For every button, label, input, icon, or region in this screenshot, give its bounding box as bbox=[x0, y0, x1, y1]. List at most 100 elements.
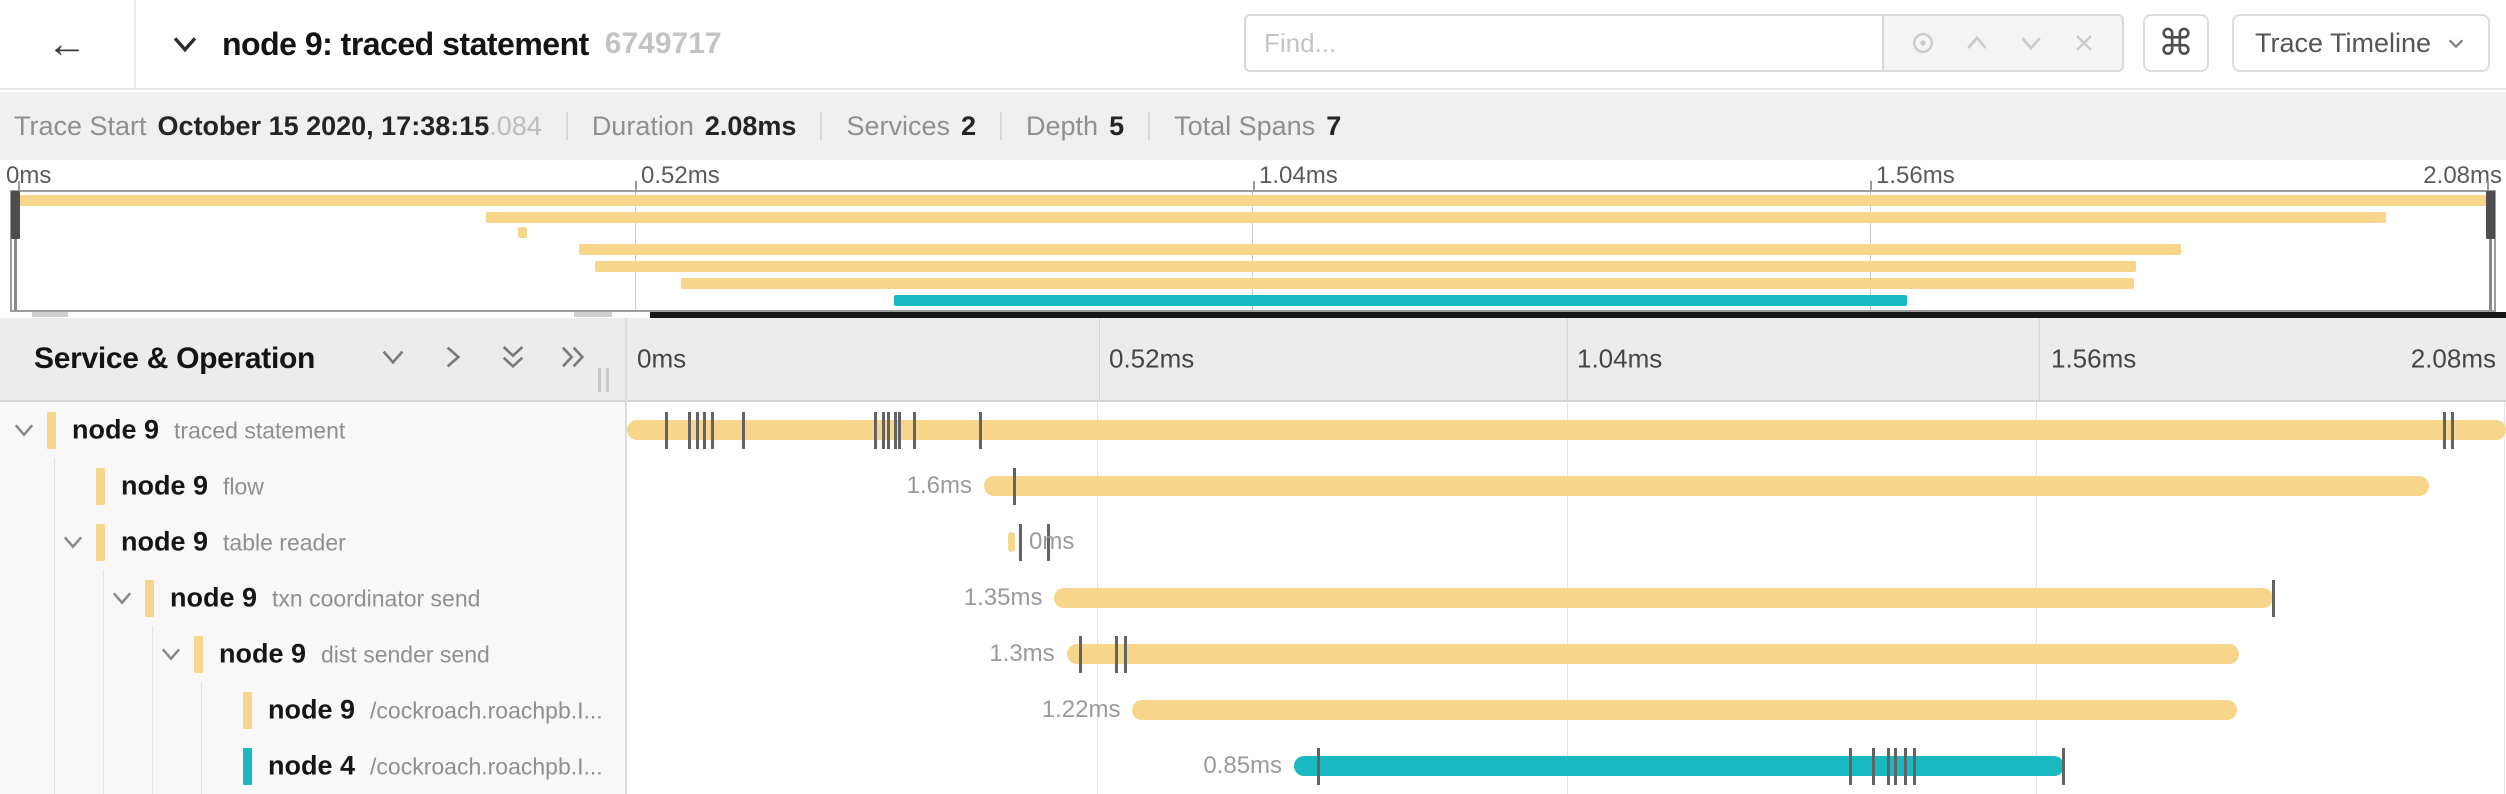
span-log-tick[interactable] bbox=[1013, 468, 1017, 505]
stat-label: Trace Start bbox=[14, 110, 147, 141]
span-log-tick[interactable] bbox=[1018, 524, 1022, 561]
span-log-tick[interactable] bbox=[1903, 748, 1907, 785]
span-row[interactable]: node 9 flow 1.6ms bbox=[0, 458, 2506, 514]
span-bar-cell[interactable] bbox=[627, 402, 2506, 458]
span-log-tick[interactable] bbox=[1317, 748, 1321, 785]
span-log-tick[interactable] bbox=[1046, 524, 1050, 561]
span-log-tick[interactable] bbox=[2272, 580, 2275, 617]
minimap-span-bar[interactable] bbox=[578, 244, 2181, 255]
span-bar-cell[interactable]: 1.22ms bbox=[627, 682, 2506, 738]
minimap-span-bar[interactable] bbox=[17, 195, 2487, 206]
span-log-tick[interactable] bbox=[1114, 636, 1118, 673]
next-match-chevron-down-icon[interactable] bbox=[2016, 28, 2046, 58]
collapse-all-button[interactable] bbox=[557, 341, 589, 378]
chevron-down-icon bbox=[2445, 32, 2467, 54]
axis-tick-mark bbox=[635, 181, 637, 190]
span-tree-chevron-down-icon[interactable] bbox=[59, 528, 87, 556]
span-bar[interactable] bbox=[1054, 588, 2273, 608]
minimap-span-bar[interactable] bbox=[486, 212, 2386, 223]
span-row[interactable]: node 9 dist sender send 1.3ms bbox=[0, 626, 2506, 682]
span-row[interactable]: node 4/cockroach.roachpb.I... 0.85ms bbox=[0, 738, 2506, 794]
span-log-tick[interactable] bbox=[1123, 636, 1127, 673]
expand-one-button[interactable] bbox=[377, 341, 409, 378]
ruler-gridline bbox=[1099, 318, 1100, 400]
span-name-cell[interactable]: node 9 traced statement bbox=[0, 402, 625, 458]
service-color-chip bbox=[96, 524, 105, 561]
minimap-span-bar[interactable] bbox=[893, 295, 1907, 306]
span-log-tick[interactable] bbox=[1886, 748, 1890, 785]
span-bar-cell[interactable]: 1.3ms bbox=[627, 626, 2506, 682]
span-bar-cell[interactable]: 0.85ms bbox=[627, 738, 2506, 794]
span-bar[interactable] bbox=[627, 420, 2506, 440]
span-log-tick[interactable] bbox=[887, 412, 891, 449]
span-log-tick[interactable] bbox=[2061, 748, 2065, 785]
span-name-cell[interactable]: node 9 flow bbox=[0, 458, 625, 514]
column-header-title: Service & Operation bbox=[34, 342, 316, 375]
column-resizer-grip[interactable] bbox=[598, 368, 609, 392]
span-bar-cell[interactable]: 1.35ms bbox=[627, 570, 2506, 626]
span-log-tick[interactable] bbox=[874, 412, 878, 449]
ruler-gridline bbox=[1567, 318, 1568, 400]
span-bar-cell[interactable]: 0ms bbox=[627, 514, 2506, 570]
span-log-tick[interactable] bbox=[2450, 412, 2454, 449]
minimap-span-bar[interactable] bbox=[518, 227, 528, 238]
locate-icon[interactable] bbox=[1908, 28, 1938, 58]
span-tree-chevron-down-icon[interactable] bbox=[10, 416, 38, 444]
span-row[interactable]: node 9/cockroach.roachpb.I... 1.22ms bbox=[0, 682, 2506, 738]
stat-separator bbox=[820, 112, 823, 140]
span-log-tick[interactable] bbox=[2442, 412, 2446, 449]
span-log-tick[interactable] bbox=[703, 412, 707, 449]
trace-id: 6749717 bbox=[604, 27, 722, 60]
span-log-tick[interactable] bbox=[913, 412, 917, 449]
double-chevron-down-icon bbox=[497, 341, 529, 378]
span-row[interactable]: node 9 txn coordinator send 1.35ms bbox=[0, 570, 2506, 626]
span-name-cell[interactable]: node 9 txn coordinator send bbox=[0, 570, 625, 626]
span-bar[interactable] bbox=[1132, 700, 2238, 720]
span-bar[interactable] bbox=[984, 476, 2429, 496]
view-selector-button[interactable]: Trace Timeline bbox=[2232, 14, 2490, 72]
minimap-canvas[interactable] bbox=[17, 192, 2487, 310]
span-log-tick[interactable] bbox=[710, 412, 714, 449]
span-log-tick[interactable] bbox=[665, 412, 669, 449]
prev-match-chevron-up-icon[interactable] bbox=[1962, 28, 1992, 58]
span-log-tick[interactable] bbox=[1913, 748, 1917, 785]
span-tree-chevron-down-icon[interactable] bbox=[157, 640, 185, 668]
span-log-tick[interactable] bbox=[893, 412, 897, 449]
operation-name: traced statement bbox=[174, 417, 346, 444]
span-name-cell[interactable]: node 9/cockroach.roachpb.I... bbox=[0, 682, 625, 738]
span-log-tick[interactable] bbox=[1078, 636, 1082, 673]
title-collapse-chevron-down-icon[interactable] bbox=[168, 27, 202, 61]
expand-all-button[interactable] bbox=[497, 341, 529, 378]
span-name-cell[interactable]: node 4/cockroach.roachpb.I... bbox=[0, 738, 625, 794]
span-name-cell[interactable]: node 9 dist sender send bbox=[0, 626, 625, 682]
minimap-span-bar[interactable] bbox=[594, 261, 2137, 272]
find-input[interactable] bbox=[1244, 14, 1882, 72]
span-log-tick[interactable] bbox=[898, 412, 902, 449]
viewport-scrubber-left[interactable] bbox=[11, 191, 20, 310]
clear-search-icon[interactable] bbox=[2070, 29, 2098, 57]
span-log-tick[interactable] bbox=[979, 412, 983, 449]
span-log-tick[interactable] bbox=[742, 412, 746, 449]
span-name-cell[interactable]: node 9 table reader bbox=[0, 514, 625, 570]
span-log-tick[interactable] bbox=[881, 412, 885, 449]
span-log-tick[interactable] bbox=[1871, 748, 1875, 785]
span-log-tick[interactable] bbox=[1894, 748, 1898, 785]
collapse-one-button[interactable] bbox=[437, 341, 469, 378]
span-log-tick[interactable] bbox=[688, 412, 691, 449]
keyboard-shortcuts-button[interactable]: ⌘ bbox=[2143, 14, 2209, 72]
span-bar[interactable] bbox=[1294, 756, 2065, 776]
span-log-tick[interactable] bbox=[695, 412, 699, 449]
column-divider[interactable] bbox=[625, 318, 627, 794]
viewport-scrubber-right[interactable] bbox=[2486, 191, 2495, 310]
span-bar[interactable] bbox=[1008, 532, 1015, 552]
stat-value: 2 bbox=[960, 110, 977, 141]
span-bar-cell[interactable]: 1.6ms bbox=[627, 458, 2506, 514]
span-row[interactable]: node 9 traced statement bbox=[0, 402, 2506, 458]
span-tree-chevron-down-icon[interactable] bbox=[108, 584, 136, 612]
span-row[interactable]: node 9 table reader 0ms bbox=[0, 514, 2506, 570]
back-button[interactable]: ← bbox=[0, 0, 136, 88]
trace-minimap[interactable] bbox=[10, 190, 2496, 312]
span-log-tick[interactable] bbox=[1849, 748, 1853, 785]
minimap-span-bar[interactable] bbox=[681, 278, 2134, 289]
span-bar[interactable] bbox=[1066, 644, 2240, 664]
